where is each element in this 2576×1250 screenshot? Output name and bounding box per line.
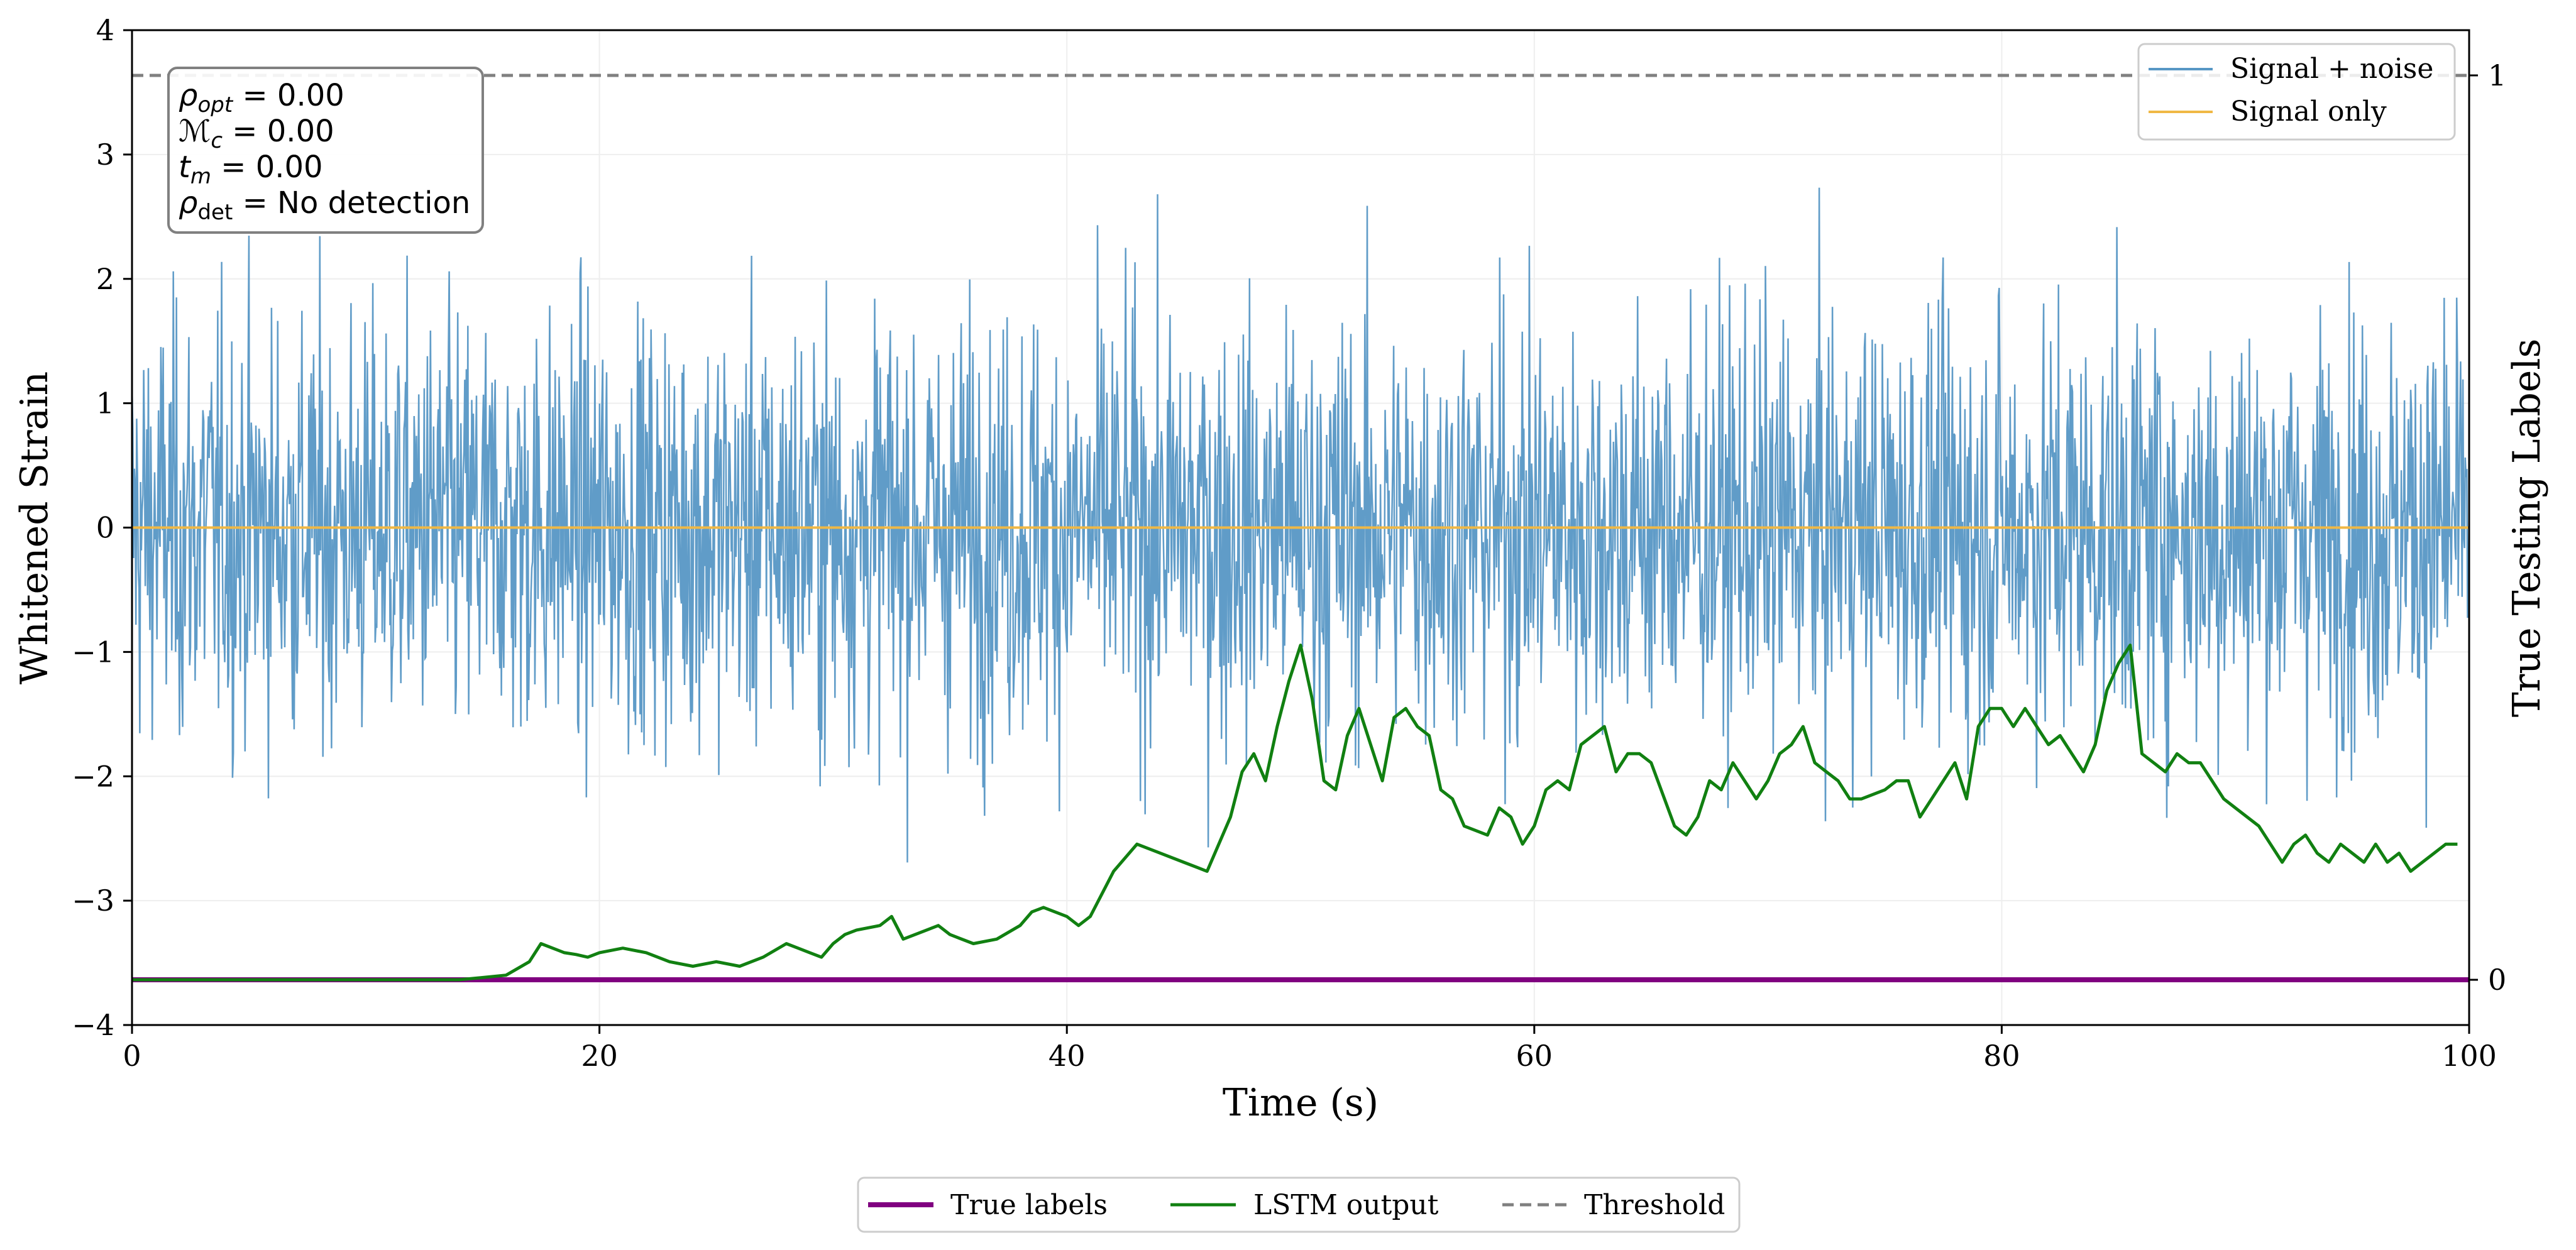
y-right-axis-title: True Testing Labels — [2505, 339, 2549, 718]
legend-bottom: True labels LSTM output Threshold — [857, 1176, 1741, 1233]
y-tick-label-4: 0 — [96, 511, 114, 545]
y-tick-label-8: 4 — [96, 13, 114, 47]
info-chirp-mass: ℳc = 0.00 — [179, 114, 334, 153]
legend-label-signal-noise: Signal + noise — [2230, 53, 2433, 85]
info-box: ρopt = 0.00 ℳc = 0.00 tm = 0.00 ρdet = N… — [167, 67, 484, 234]
legend-label-true-labels: True labels — [950, 1189, 1108, 1221]
info-merger-time: tm = 0.00 — [179, 150, 323, 189]
y-axis-ticks: −4 −3 −2 −1 0 1 2 3 4 — [72, 13, 132, 1042]
series-lines — [132, 74, 2469, 983]
x-tick-label-2: 40 — [1049, 1039, 1086, 1073]
info-rho-det: ρdet = No detection — [179, 185, 470, 225]
x-tick-label-1: 20 — [581, 1039, 618, 1073]
legend-top-right: Signal + noise Signal only — [2137, 43, 2456, 141]
y-tick-label-1: −3 — [72, 884, 114, 918]
x-axis-title: Time (s) — [1223, 1081, 1379, 1125]
legend-label-lstm-output: LSTM output — [1253, 1189, 1439, 1221]
y-tick-label-2: −2 — [72, 759, 114, 793]
y-tick-label-7: 3 — [96, 138, 114, 172]
y-tick-label-0: −4 — [72, 1008, 114, 1042]
x-tick-label-3: 60 — [1516, 1039, 1553, 1073]
y-tick-label-6: 2 — [96, 262, 114, 296]
signal-noise-line — [131, 187, 2470, 863]
info-rho-opt: ρopt = 0.00 — [179, 78, 344, 118]
signal-noise-series — [131, 187, 2470, 863]
legend-top-right-frame — [2137, 43, 2456, 141]
x-tick-label-4: 80 — [1983, 1039, 2020, 1073]
y-axis-title: Whitened Strain — [13, 371, 57, 684]
x-tick-label-5: 100 — [2441, 1039, 2497, 1073]
lstm-output-line — [132, 644, 2458, 982]
legend-label-threshold: Threshold — [1584, 1189, 1725, 1221]
legend-bottom-frame — [857, 1176, 1741, 1233]
y-right-axis-ticks: 01 — [2469, 58, 2506, 997]
y-tick-label-3: −1 — [72, 635, 114, 669]
x-axis-ticks: 0 20 40 60 80 100 — [123, 1025, 2497, 1073]
y-right-tick-label-1: 1 — [2488, 58, 2506, 92]
x-tick-label-0: 0 — [123, 1039, 141, 1073]
y-tick-label-5: 1 — [96, 387, 114, 420]
legend-label-signal-only: Signal only — [2230, 96, 2387, 128]
y-right-tick-label-0: 0 — [2488, 963, 2506, 997]
info-box-frame — [167, 67, 484, 234]
